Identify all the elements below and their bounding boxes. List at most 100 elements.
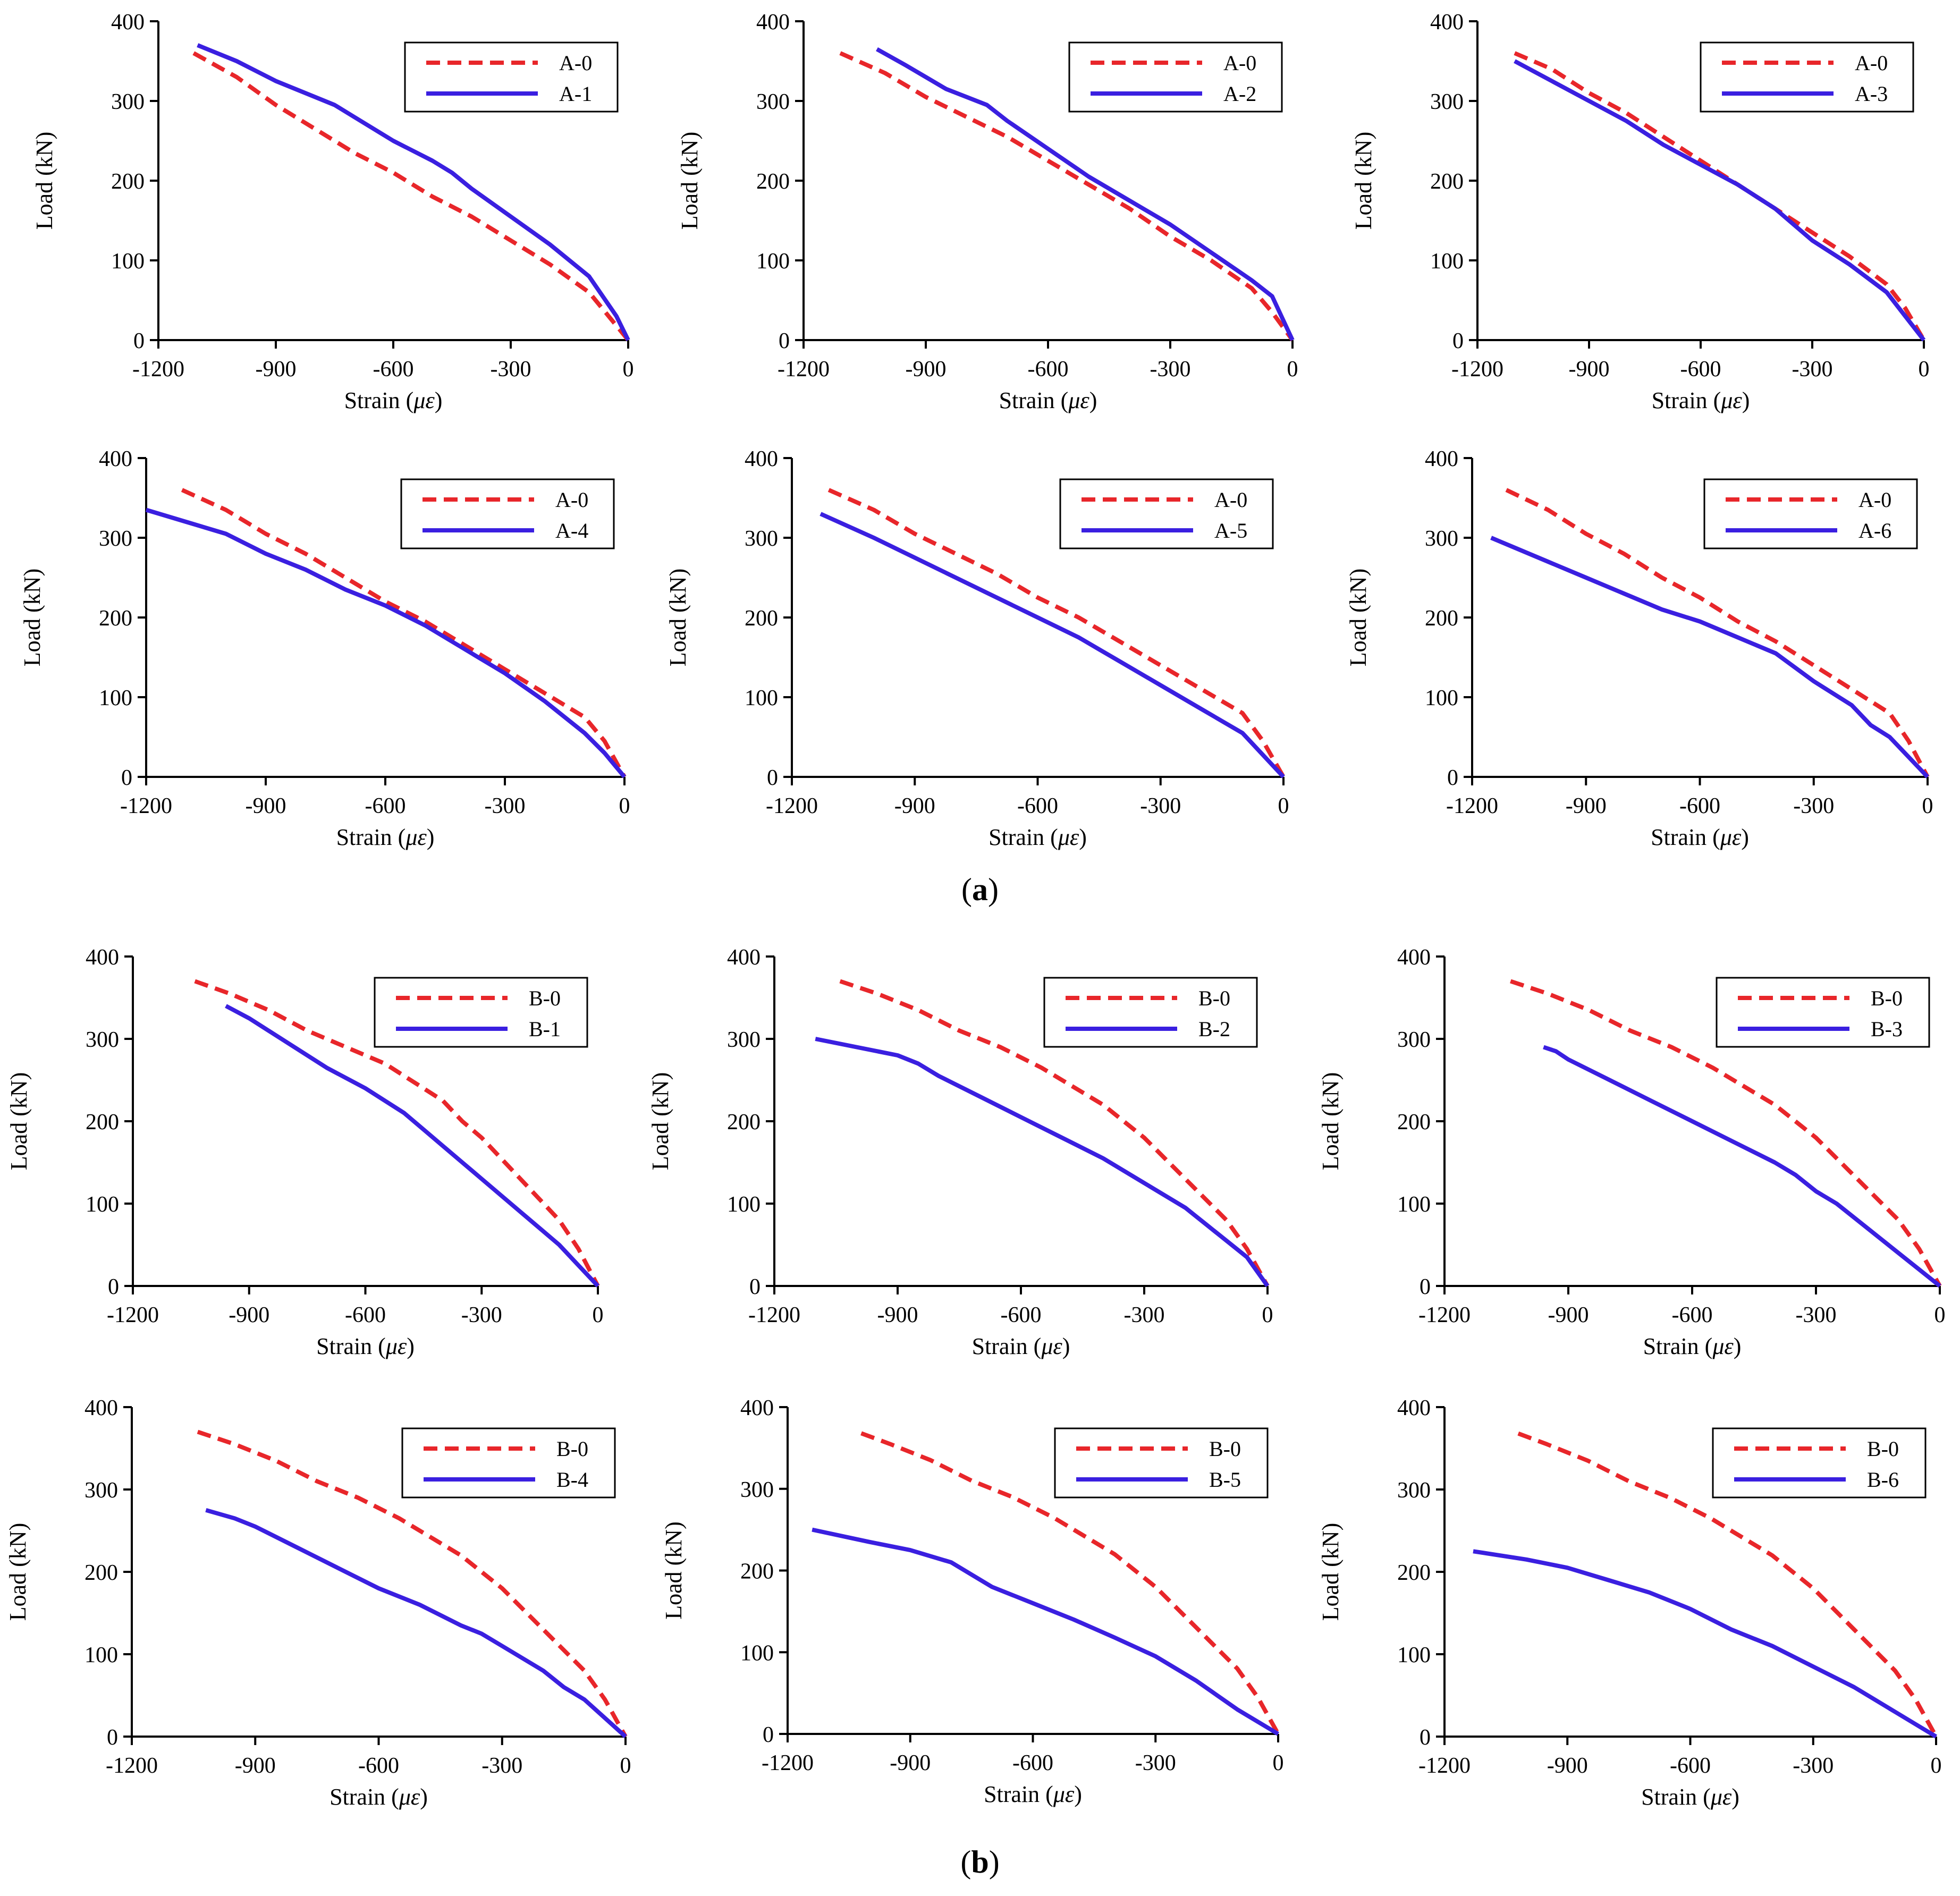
series-line-B-6 (1473, 1549, 1938, 1739)
x-tick-label: -600 (1680, 357, 1721, 382)
y-tick-label: 100 (85, 1643, 118, 1668)
legend-label: B-5 (1209, 1468, 1241, 1492)
x-tick-label: -1200 (1451, 357, 1503, 382)
y-tick-label: 0 (763, 1723, 774, 1747)
y-tick-label: 400 (1430, 10, 1464, 35)
legend-label: A-5 (1214, 519, 1247, 543)
x-axis-title: Strain (με) (1641, 1784, 1739, 1810)
x-axis-title: Strain (με) (316, 1333, 415, 1359)
legend-box (400, 478, 615, 549)
x-tick-label: -900 (890, 1751, 931, 1775)
y-tick-label: 100 (1425, 686, 1458, 710)
series-line-B-5 (812, 1527, 1280, 1736)
x-tick-label: -600 (365, 794, 406, 818)
x-axis-title: Strain (με) (1643, 1333, 1742, 1359)
x-tick-label: 0 (1919, 357, 1930, 382)
y-tick-label: 300 (740, 1478, 774, 1502)
legend-label: A-6 (1858, 519, 1891, 543)
y-tick-label: 0 (779, 329, 790, 353)
x-tick-label: -1200 (1418, 1754, 1471, 1778)
y-tick-label: 0 (749, 1275, 761, 1299)
x-tick-label: -300 (1150, 357, 1191, 382)
y-axis-title: Load (kN) (647, 1072, 673, 1171)
chart-1: 0 100 200 300 400 -1200 -900 -600 -300 0 Strain (μ… (31, 10, 634, 413)
x-tick-label: -900 (1569, 357, 1610, 382)
y-tick-label: 300 (1397, 1028, 1431, 1052)
chart-9: 0 100 200 300 400 -1200 -900 -600 -300 0 Strain (μ… (1317, 945, 1946, 1359)
legend-label: A-2 (1223, 82, 1256, 106)
y-tick-label: 0 (1447, 766, 1458, 790)
legend-box (1703, 478, 1918, 549)
x-tick-label: -300 (1793, 794, 1834, 818)
y-tick-label: 0 (1452, 329, 1464, 353)
y-tick-label: 200 (727, 1110, 761, 1135)
y-tick-label: 300 (745, 527, 778, 551)
x-tick-label: -300 (491, 357, 531, 382)
x-axis-title: Strain (με) (1651, 824, 1749, 850)
x-axis-title: Strain (με) (330, 1784, 428, 1810)
legend-label: B-2 (1198, 1017, 1230, 1041)
x-tick-label: 0 (623, 357, 634, 382)
legend-box (374, 977, 588, 1048)
x-axis-title: Strain (με) (984, 1781, 1082, 1807)
series-line-A-2 (876, 47, 1295, 341)
y-tick-label: 200 (99, 606, 132, 631)
y-tick-label: 300 (86, 1028, 119, 1052)
x-tick-label: 0 (1931, 1754, 1942, 1778)
x-tick-label: 0 (1262, 1303, 1273, 1327)
x-tick-label: -600 (1012, 1751, 1053, 1775)
legend-box (1054, 1427, 1269, 1499)
x-axis-title: Strain (με) (999, 387, 1097, 413)
y-tick-label: 400 (1397, 945, 1431, 970)
chart-12: 0 100 200 300 400 -1200 -900 -600 -300 0 Strain (μ… (1317, 1396, 1942, 1810)
x-tick-label: 0 (1287, 357, 1298, 382)
y-axis-title: Load (kN) (677, 132, 703, 230)
legend-label: A-4 (555, 519, 588, 543)
y-tick-label: 300 (111, 90, 145, 114)
y-axis-title: Load (kN) (1317, 1523, 1344, 1621)
y-tick-label: 100 (99, 686, 132, 710)
series-line-A-0 (192, 51, 630, 342)
series-line-A-0 (827, 488, 1286, 778)
legend-label: B-0 (1198, 986, 1230, 1010)
x-axis-title: Strain (με) (344, 387, 443, 413)
x-tick-label: -600 (358, 1754, 399, 1778)
y-tick-label: 400 (99, 447, 132, 471)
series-line-B-1 (225, 1004, 599, 1288)
x-axis-title: Strain (με) (1652, 387, 1750, 413)
y-axis-title: Load (kN) (1317, 1072, 1344, 1171)
x-tick-label: -600 (373, 357, 414, 382)
y-axis-title: Load (kN) (1345, 569, 1371, 667)
x-tick-label: -300 (1140, 794, 1181, 818)
legend-label: A-0 (1223, 51, 1256, 75)
legend-box (401, 1427, 616, 1499)
y-tick-label: 0 (107, 1725, 118, 1750)
y-tick-label: 200 (1430, 170, 1464, 194)
series-line-A-4 (145, 507, 627, 778)
x-tick-label: -900 (246, 794, 286, 818)
x-tick-label: -1200 (766, 794, 818, 818)
legend-label: B-0 (1209, 1437, 1241, 1461)
series-line-B-0 (1510, 979, 1942, 1287)
y-tick-label: 0 (121, 766, 132, 790)
series-line-B-2 (815, 1037, 1270, 1288)
y-tick-label: 400 (1425, 447, 1458, 471)
x-tick-label: -600 (1028, 357, 1069, 382)
legend-label: B-4 (556, 1468, 588, 1492)
y-tick-label: 400 (111, 10, 145, 35)
chart-6: 0 100 200 300 400 -1200 -900 -600 -300 0 Strain (μ… (1345, 447, 1933, 850)
y-tick-label: 200 (1397, 1561, 1431, 1585)
x-tick-label: -900 (235, 1754, 276, 1778)
series-line-B-4 (205, 1508, 627, 1738)
legend-box (404, 41, 619, 113)
series-line-A-1 (197, 43, 630, 341)
x-tick-label: -300 (481, 1754, 522, 1778)
x-tick-label: -1200 (748, 1303, 800, 1327)
y-tick-label: 200 (86, 1110, 119, 1135)
x-tick-label: -300 (1793, 1754, 1834, 1778)
y-tick-label: 100 (86, 1192, 119, 1217)
y-tick-label: 100 (111, 249, 145, 274)
y-tick-label: 200 (111, 170, 145, 194)
y-axis-title: Load (kN) (665, 569, 691, 667)
y-tick-label: 300 (1397, 1478, 1431, 1503)
